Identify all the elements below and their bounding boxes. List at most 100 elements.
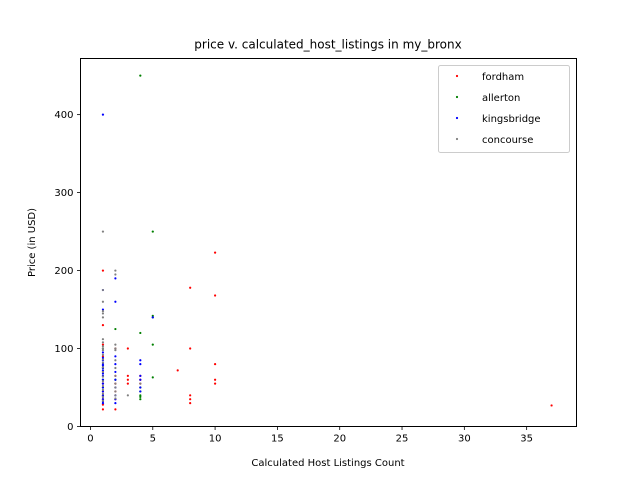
data-point [101, 382, 105, 385]
data-point [114, 327, 117, 331]
data-point [101, 408, 105, 411]
x-tick-label: 25 [396, 434, 409, 445]
data-point [101, 386, 105, 389]
data-point [101, 338, 105, 341]
data-point [101, 372, 105, 375]
data-point [101, 369, 105, 372]
data-point [114, 363, 117, 366]
series-concourse [101, 230, 142, 402]
legend-box [438, 65, 570, 153]
data-point [139, 74, 142, 77]
legend-label: concourse [482, 135, 533, 146]
data-point [151, 343, 154, 346]
data-point [139, 386, 142, 389]
x-tick-label: 0 [87, 434, 93, 445]
data-point [139, 378, 142, 381]
data-point [126, 347, 129, 350]
data-point [101, 370, 105, 374]
data-point [101, 345, 105, 348]
y-axis: 0 100 200 300 400 [54, 110, 81, 433]
x-tick-label: 15 [271, 434, 284, 445]
legend-label: allerton [482, 93, 520, 104]
data-point [176, 369, 179, 372]
data-point [101, 324, 105, 327]
data-point [101, 364, 105, 367]
data-point [126, 394, 129, 397]
data-point [101, 394, 105, 397]
legend-marker [455, 74, 459, 78]
data-point [101, 347, 105, 350]
y-tick-label: 200 [54, 266, 73, 277]
data-point [139, 395, 142, 398]
x-tick-label: 35 [520, 434, 533, 445]
data-point [114, 370, 117, 374]
data-point [126, 378, 129, 381]
data-point [114, 374, 117, 377]
data-point [101, 384, 105, 388]
data-point [151, 314, 154, 317]
data-point [114, 378, 117, 381]
data-point [101, 316, 105, 319]
data-point [101, 348, 105, 352]
data-point [101, 288, 105, 292]
data-point [114, 277, 117, 280]
data-point [101, 353, 105, 356]
data-point [101, 341, 105, 344]
data-point [114, 343, 117, 346]
y-axis-label: Price (in USD) [27, 208, 38, 277]
data-point [139, 359, 142, 362]
x-axis-label: Calculated Host Listings Count [251, 458, 404, 469]
plot-frame [80, 58, 577, 427]
data-point [550, 404, 553, 407]
data-point [101, 361, 105, 364]
data-point [114, 394, 117, 397]
data-point [213, 294, 217, 297]
data-point [139, 382, 142, 385]
legend-label: kingsbridge [482, 114, 541, 125]
data-point [101, 300, 105, 303]
data-point [114, 397, 117, 400]
data-point [114, 348, 117, 352]
data-point [189, 394, 192, 397]
data-point [101, 395, 105, 398]
y-tick-label: 400 [54, 110, 73, 121]
data-point [213, 382, 217, 385]
legend-marker [455, 95, 459, 99]
data-point [101, 310, 105, 313]
legend-marker [455, 137, 459, 141]
data-point [189, 286, 192, 289]
data-point [101, 390, 105, 393]
chart-title: price v. calculated_host_listings in my_… [194, 38, 461, 52]
data-point [189, 347, 192, 350]
data-point [101, 113, 105, 116]
data-point [101, 308, 105, 311]
data-point [139, 398, 142, 401]
data-point [114, 366, 117, 370]
data-point [101, 378, 105, 381]
data-point [101, 358, 105, 361]
data-point [139, 363, 142, 366]
data-point [139, 390, 142, 393]
data-point [101, 403, 105, 406]
data-point [101, 356, 105, 359]
data-points [101, 74, 553, 411]
data-point [114, 359, 117, 362]
data-point [101, 392, 105, 395]
x-tick-label: 30 [458, 434, 471, 445]
data-point [101, 388, 105, 391]
data-point [101, 230, 105, 233]
data-point [114, 300, 117, 303]
y-tick-label: 300 [54, 188, 73, 199]
data-point [101, 355, 105, 358]
data-point [126, 374, 129, 377]
x-tick-label: 5 [150, 434, 156, 445]
data-point [189, 398, 192, 401]
data-point [189, 402, 192, 405]
data-point [151, 230, 154, 233]
data-point [101, 380, 105, 383]
data-point [101, 366, 105, 369]
data-point [101, 269, 105, 272]
data-point [114, 386, 117, 389]
data-point [114, 347, 117, 350]
